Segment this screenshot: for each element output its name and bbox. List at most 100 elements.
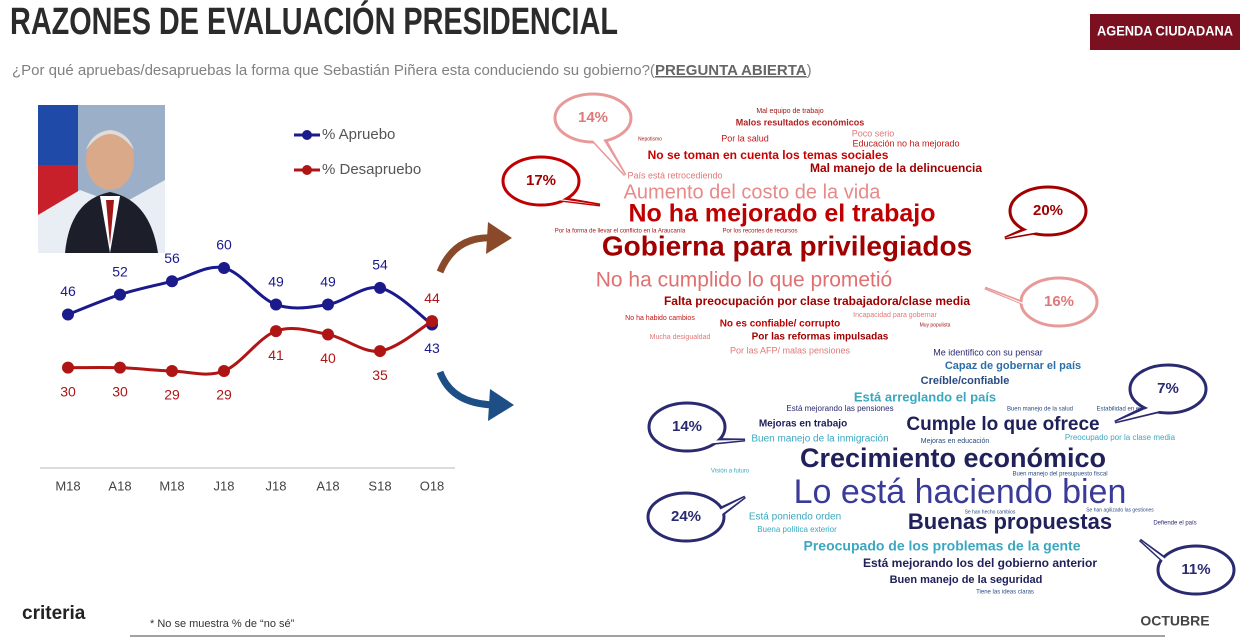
- subtitle-text: ¿Por qué apruebas/desapruebas la forma q…: [12, 62, 655, 79]
- subtitle: ¿Por qué apruebas/desapruebas la forma q…: [12, 62, 812, 79]
- callout: [647, 401, 727, 453]
- x-tick-label: J18: [214, 478, 235, 493]
- word: Creíble/confiable: [921, 375, 1010, 387]
- word: Cumple lo que ofrece: [906, 414, 1099, 435]
- word: Mejoras en educación: [921, 438, 990, 445]
- word: Muy populista: [920, 322, 951, 328]
- word: Estabilidad en el país: [1096, 407, 1153, 413]
- word: Tiene las ideas claras: [976, 590, 1034, 596]
- point: [322, 298, 334, 311]
- callout: [1008, 185, 1088, 237]
- callout: [553, 92, 633, 144]
- arrow-head: [488, 389, 514, 421]
- word: Crecimiento económico: [800, 443, 1106, 473]
- word: Mal equipo de trabajo: [756, 108, 823, 115]
- callout-cover: [985, 288, 1067, 320]
- word: Capaz de gobernar el país: [945, 360, 1081, 372]
- footnote: * No se muestra % de “no sé”: [150, 618, 295, 630]
- callout: [646, 491, 726, 543]
- callout-cover: [679, 440, 745, 445]
- word: País está retrocediendo: [627, 170, 722, 180]
- data-label: 49: [268, 273, 284, 289]
- word: Me identifico con su pensar: [933, 347, 1043, 357]
- x-tick-label: M18: [159, 478, 184, 493]
- word: Visión a futuro: [711, 469, 750, 475]
- word: Se han agilizado las gestiones: [1086, 507, 1154, 513]
- callout-label: 16%: [1044, 293, 1074, 310]
- word: Incapacidad para gobernar: [853, 312, 937, 319]
- word: Está arreglando el país: [854, 389, 996, 404]
- word: Por las AFP/ malas pensiones: [730, 345, 851, 355]
- data-label: 40: [320, 350, 336, 366]
- callout-label: 11%: [1181, 561, 1210, 578]
- callout-cover: [533, 195, 600, 205]
- word: Mejoras en trabajo: [759, 419, 847, 430]
- point: [426, 315, 438, 328]
- content: M18 A18 M18 J18 J18 A18 S18 O18 46 52 56 60 49 49 54 43…: [55, 92, 1236, 596]
- subtitle-text: ): [807, 62, 812, 79]
- word: Falta preocupación por clase trabajadora…: [664, 294, 970, 308]
- legend-label: % Desapruebo: [322, 161, 421, 178]
- callout-cover: [585, 132, 625, 175]
- legend-dot: [302, 130, 312, 140]
- word: Está mejorando las pensiones: [786, 404, 893, 413]
- word: Está poniendo orden: [749, 512, 841, 523]
- x-tick-label: O18: [420, 478, 445, 493]
- photo: [38, 105, 165, 253]
- callout-cover: [1005, 225, 1056, 238]
- word: Buena política exterior: [757, 525, 837, 534]
- point: [166, 275, 178, 288]
- legend-dot: [302, 165, 312, 175]
- word: Buenas propuestas: [908, 509, 1112, 534]
- x-tick-label: A18: [316, 478, 339, 493]
- word: Mal manejo de la delincuencia: [810, 161, 982, 175]
- callout-label: 14%: [672, 418, 702, 435]
- word: No ha mejorado el trabajo: [628, 200, 935, 228]
- word: Buen manejo de la inmigración: [751, 434, 888, 445]
- word: Aumento del costo de la vida: [624, 181, 882, 203]
- month: OCTUBRE: [1140, 613, 1209, 629]
- word: Preocupado de los problemas de la gente: [804, 538, 1081, 554]
- word: Buen manejo de la salud: [1007, 407, 1073, 413]
- data-label: 30: [60, 383, 76, 399]
- data-label: 41: [268, 347, 284, 363]
- callout-label: 17%: [526, 172, 556, 189]
- point: [270, 298, 282, 311]
- point: [322, 328, 334, 341]
- data-label: 29: [164, 387, 180, 403]
- point: [114, 361, 126, 374]
- title: RAZONES DE EVALUACIÓN PRESIDENCIAL: [10, 0, 618, 43]
- point: [166, 365, 178, 377]
- data-label: 60: [216, 237, 232, 253]
- word: Lo está haciendo bien: [794, 473, 1127, 511]
- word: Defiende el país: [1153, 521, 1196, 527]
- callout: [501, 155, 581, 207]
- point: [374, 345, 386, 358]
- callout-label: 7%: [1157, 380, 1179, 397]
- callout-cover: [1140, 540, 1204, 588]
- word: Malos resultados económicos: [736, 117, 865, 127]
- x-tick-label: S18: [368, 478, 391, 493]
- data-label: 30: [112, 383, 128, 399]
- callout-label: 20%: [1033, 202, 1063, 219]
- callout-cover: [678, 497, 745, 535]
- data-label: 49: [320, 273, 336, 289]
- arrow: [436, 370, 498, 409]
- word: Por la salud: [721, 133, 769, 143]
- callout: [1128, 363, 1208, 415]
- point: [62, 308, 74, 321]
- word: No es confiable/ corrupto: [720, 319, 841, 330]
- data-label: 35: [372, 367, 388, 383]
- badge: AGENDA CIUDADANA: [1097, 23, 1233, 39]
- x-tick-label: J18: [266, 478, 287, 493]
- data-label: 56: [164, 250, 180, 266]
- word: Educación no ha mejorado: [852, 138, 959, 148]
- word: Se han hecho cambios: [965, 509, 1016, 515]
- callout-label: 14%: [578, 109, 608, 126]
- word: Por la forma de llevar el conflicto en l…: [555, 229, 686, 235]
- data-label: 54: [372, 257, 388, 273]
- word: Nepotismo: [638, 136, 662, 142]
- word: Mucha desigualdad: [650, 334, 711, 341]
- word: No ha habido cambios: [625, 315, 695, 322]
- badge-box: [1090, 14, 1240, 50]
